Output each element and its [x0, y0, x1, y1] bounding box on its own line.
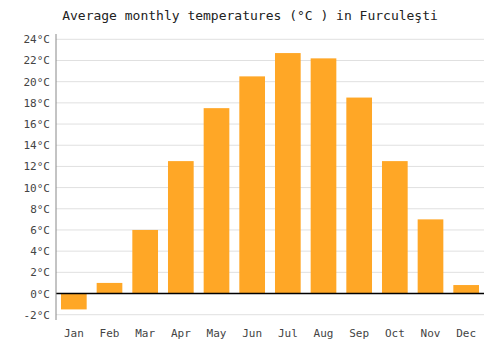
x-ticks: Jan Feb Mar Apr May Jun Jul Aug Sep Oct Nov Dec [64, 327, 476, 340]
y-tick-label: 6°C [30, 224, 50, 237]
x-tick-label: Sep [349, 327, 369, 340]
grid-line [56, 60, 484, 61]
y-tick-label: 16°C [24, 118, 51, 131]
bar [168, 161, 194, 293]
bar [382, 161, 408, 293]
x-tick-label: Apr [171, 327, 191, 340]
y-tick-label: -2°C [24, 309, 51, 322]
x-tick-label: May [207, 327, 227, 340]
y-tick-label: 24°C [24, 33, 51, 46]
grid-line [56, 293, 484, 294]
grid-line [56, 187, 484, 188]
bar [275, 53, 301, 293]
grid-line [56, 145, 484, 146]
bar [97, 283, 123, 294]
x-tick-label: Mar [135, 327, 155, 340]
grid-line [56, 208, 484, 209]
grid-line [56, 166, 484, 167]
x-tick-label: Jan [64, 327, 84, 340]
grid-line [56, 39, 484, 40]
y-tick-label: 12°C [24, 160, 51, 173]
title: Average monthly temperatures (°C ) in Fu… [62, 8, 438, 23]
x-tick-label: Jul [278, 327, 298, 340]
chart-container: Average monthly temperatures (°C ) in Fu… [0, 0, 500, 350]
grid-line [56, 314, 484, 315]
x-tick-label: Dec [456, 327, 476, 340]
bar [453, 285, 479, 293]
y-tick-label: 10°C [24, 182, 51, 195]
y-tick-label: 14°C [24, 139, 51, 152]
y-axis-line [56, 34, 57, 320]
bar [239, 76, 265, 293]
grid-line [56, 102, 484, 103]
y-tick-label: 4°C [30, 245, 50, 258]
x-tick-label: Aug [314, 327, 334, 340]
y-tick-label: 22°C [24, 54, 51, 67]
bar [61, 294, 87, 310]
zero-line [56, 293, 484, 295]
y-tick-label: 8°C [30, 203, 50, 216]
bar [132, 230, 158, 294]
y-tick-label: 0°C [30, 288, 50, 301]
bar [418, 219, 444, 293]
grid-line [56, 124, 484, 125]
y-tick-label: 20°C [24, 76, 51, 89]
y-tick-label: 18°C [24, 97, 51, 110]
bars [61, 53, 479, 309]
x-tick-label: Feb [100, 327, 120, 340]
x-tick-label: Nov [421, 327, 441, 340]
grid-line [56, 81, 484, 82]
y-grid [56, 39, 484, 314]
bar [346, 98, 372, 294]
x-tick-label: Jun [242, 327, 262, 340]
chart: Average monthly temperatures (°C ) in Fu… [0, 0, 500, 350]
y-tick-label: 2°C [30, 266, 50, 279]
bar [204, 108, 230, 293]
y-ticks: -2°C 0°C 2°C 4°C 6°C 8°C 10°C 12°C 14°C 16°C 18°C 2… [24, 33, 51, 321]
bar [311, 58, 337, 293]
x-tick-label: Oct [385, 327, 405, 340]
